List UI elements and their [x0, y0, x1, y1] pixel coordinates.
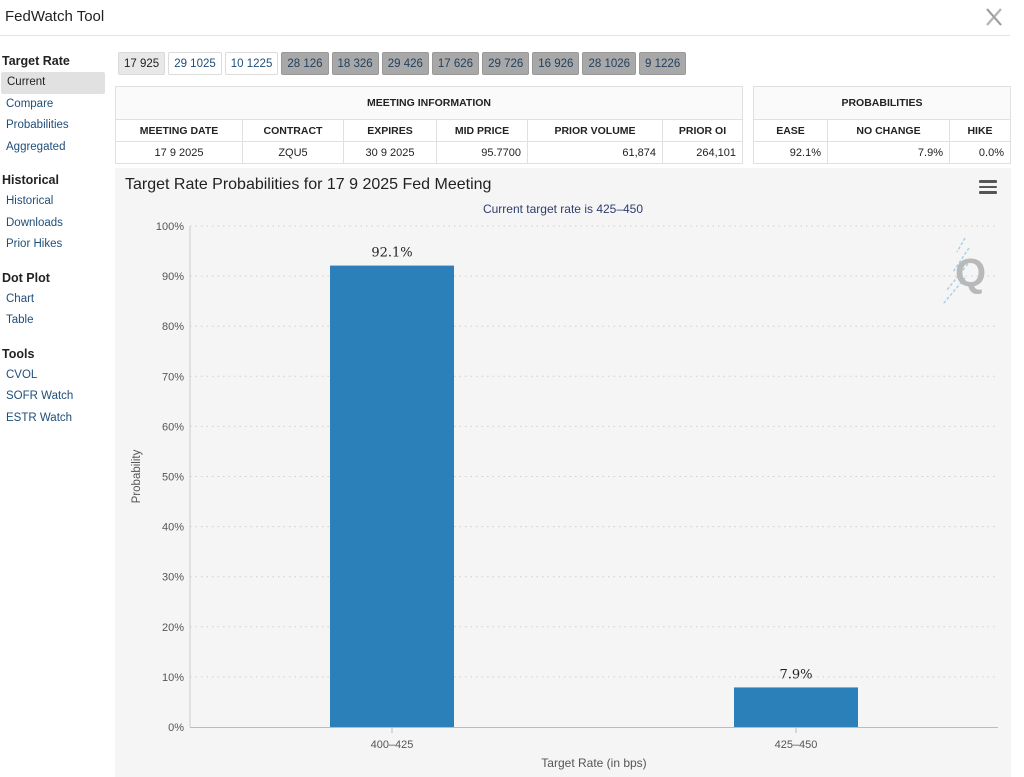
y-tick-label: 50%	[162, 472, 184, 484]
tab-meeting-9-1226[interactable]: 9 1226	[639, 52, 687, 75]
chart-subtitle: Current target rate is 425–450	[482, 202, 644, 216]
data-label: 7.9%	[779, 667, 812, 682]
sidebar-item-cvol[interactable]: CVOL	[6, 368, 38, 381]
sidebar-item-table[interactable]: Table	[6, 314, 34, 326]
sidebar-item-chart[interactable]: Chart	[6, 292, 35, 305]
bar-400–425	[330, 265, 454, 727]
cell-expires: 30 9 2025	[343, 141, 437, 164]
y-tick-label: 30%	[162, 572, 184, 584]
header-prior-oi: PRIOR OI	[662, 119, 743, 142]
tab-meeting-17-626[interactable]: 17 626	[431, 52, 480, 75]
cell-no-change: 7.9%	[827, 141, 950, 164]
sidebar-nav: Target Rate Current Compare Probabilities Ag…	[0, 50, 108, 429]
sidebar-section-dot-plot: Dot Plot	[2, 270, 50, 285]
tab-meeting-16-926[interactable]: 16 926	[532, 52, 580, 75]
tab-meeting-10-1225[interactable]: 10 1225	[224, 52, 279, 75]
cell-ease: 92.1%	[753, 141, 828, 164]
y-tick-label: 0%	[168, 722, 184, 734]
sidebar-item-probabilities[interactable]: Probabilities	[6, 119, 69, 131]
header-meeting-date: MEETING DATE	[115, 119, 243, 142]
cell-mid-price: 95.7700	[436, 141, 528, 164]
y-tick-label: 90%	[162, 271, 184, 283]
x-axis-title: Target Rate (in bps)	[541, 756, 646, 770]
header-hike: HIKE	[949, 119, 1011, 142]
cell-contract: ZQU5	[242, 141, 344, 164]
bar-425–450	[734, 687, 858, 727]
y-tick-label: 60%	[162, 421, 184, 433]
tab-meeting-29-1025[interactable]: 29 1025	[168, 52, 222, 75]
sidebar-item-current[interactable]: Current	[1, 72, 105, 94]
data-label: 92.1%	[371, 246, 412, 261]
header-mid-price: MID PRICE	[436, 119, 528, 142]
meeting-information-caption: MEETING INFORMATION	[115, 86, 743, 120]
meeting-information-table: MEETING INFORMATION MEETING DATE CONTRAC…	[115, 86, 743, 164]
x-tick-label: 425–450	[775, 739, 818, 751]
tab-meeting-29-426[interactable]: 29 426	[381, 52, 429, 75]
header-prior-volume: PRIOR VOLUME	[527, 119, 663, 142]
tab-meeting-29-726[interactable]: 29 726	[482, 52, 530, 75]
sidebar-section-target-rate: Target Rate	[2, 54, 70, 68]
header-expires: EXPIRES	[343, 119, 437, 142]
sidebar-item-compare[interactable]: Compare	[6, 97, 54, 110]
top-bar: FedWatch Tool	[0, 0, 1010, 36]
tab-meeting-28-1026[interactable]: 28 1026	[582, 52, 637, 75]
meeting-date-tabs: 17 925 29 1025 10 1225 28 126 18 326 29 426 17…	[118, 52, 687, 75]
close-icon[interactable]	[982, 5, 1006, 29]
header-no-change: NO CHANGE	[827, 119, 950, 142]
y-tick-label: 70%	[162, 371, 184, 383]
y-tick-label: 20%	[162, 622, 184, 634]
header-contract: CONTRACT	[242, 119, 344, 142]
sidebar-item-aggregated[interactable]: Aggregated	[6, 140, 66, 153]
probabilities-caption: PROBABILITIES	[753, 86, 1011, 120]
cell-prior-oi: 264,101	[662, 141, 743, 164]
sidebar-item-sofr-watch[interactable]: SOFR Watch	[6, 390, 74, 402]
sidebar-item-downloads[interactable]: Downloads	[6, 216, 63, 229]
svg-text:Q: Q	[955, 251, 986, 295]
chart-panel: 0% 10% 20% 30% 40% 50% 60% 70% 80% 90% 100% 92.1% 40…	[115, 168, 1011, 777]
sidebar-item-prior-hikes[interactable]: Prior Hikes	[6, 238, 63, 250]
q-logo-icon: Q	[942, 238, 986, 305]
header-ease: EASE	[753, 119, 828, 142]
cell-prior-volume: 61,874	[527, 141, 663, 164]
sidebar-item-estr-watch[interactable]: ESTR Watch	[6, 411, 73, 424]
y-tick-label: 10%	[162, 672, 184, 684]
probability-bar-chart: 0% 10% 20% 30% 40% 50% 60% 70% 80% 90% 100% 92.1% 40…	[131, 221, 998, 770]
probabilities-table: PROBABILITIES EASE NO CHANGE HIKE 92.1% …	[753, 86, 1011, 164]
sidebar-section-historical: Historical	[2, 173, 59, 187]
cell-hike: 0.0%	[949, 141, 1011, 164]
tab-meeting-28-126[interactable]: 28 126	[281, 52, 329, 75]
y-tick-label: 80%	[162, 321, 184, 333]
y-tick-label: 100%	[156, 221, 184, 233]
y-axis-title: Probability	[131, 449, 143, 503]
cell-meeting-date: 17 9 2025	[115, 141, 243, 164]
sidebar-section-tools: Tools	[2, 346, 35, 361]
chart-title: Target Rate Probabilities for 17 9 2025 …	[125, 176, 492, 193]
sidebar-item-historical[interactable]: Historical	[6, 195, 54, 207]
y-tick-label: 40%	[162, 522, 184, 534]
tab-meeting-18-326[interactable]: 18 326	[331, 52, 379, 75]
x-tick-label: 400–425	[371, 739, 414, 751]
tab-meeting-17-925[interactable]: 17 925	[118, 52, 166, 75]
chart-menu-icon[interactable]	[979, 180, 997, 194]
app-title: FedWatch Tool	[5, 8, 105, 25]
